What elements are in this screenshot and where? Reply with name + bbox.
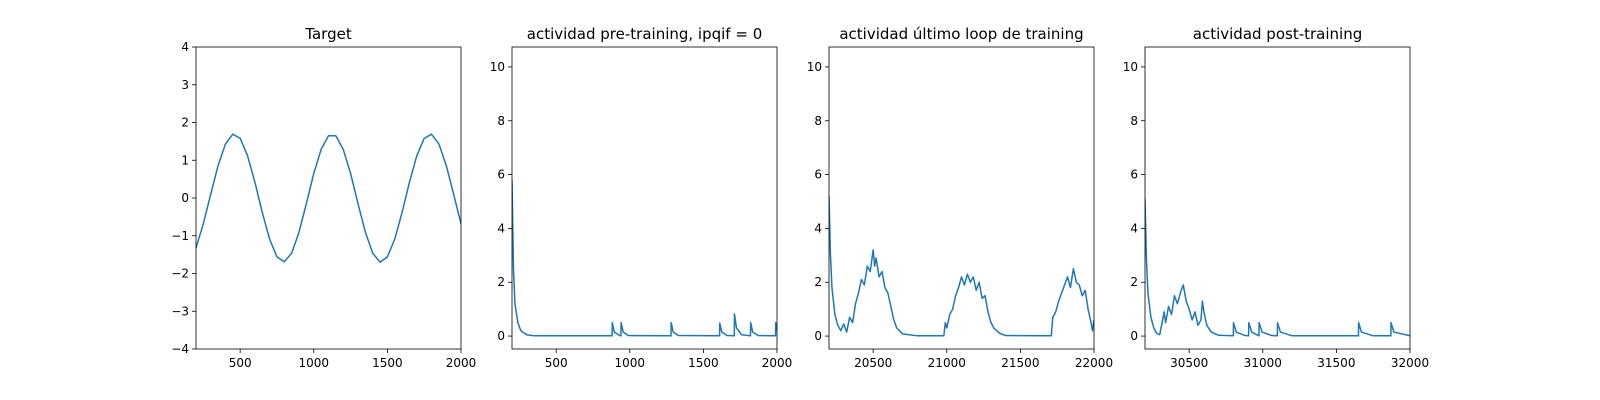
x-tick-label: 1500 <box>688 356 719 370</box>
y-tick-label: −3 <box>171 304 189 318</box>
y-tick-label: −4 <box>171 342 189 356</box>
y-tick-label: 6 <box>814 168 822 182</box>
y-tick-label: 2 <box>497 275 505 289</box>
subplot-title: Target <box>304 25 352 43</box>
plot-area <box>1145 198 1410 337</box>
subplot: actividad pre-training, ipqif = 0 500 1000… <box>490 25 793 370</box>
data-line <box>512 179 777 337</box>
y-tick-label: 3 <box>181 78 189 92</box>
x-tick-label: 31500 <box>1317 356 1355 370</box>
y-tick-label: 2 <box>814 275 822 289</box>
y-tick-label: 4 <box>497 221 505 235</box>
y-tick-label: 10 <box>1123 60 1138 74</box>
x-tick-label: 21500 <box>1001 356 1039 370</box>
y-tick-label: 8 <box>814 114 822 128</box>
axes-frame <box>511 46 778 350</box>
axes-frame <box>828 46 1095 350</box>
y-tick-label: 8 <box>1130 114 1138 128</box>
subplot-title: actividad último loop de training <box>839 25 1083 43</box>
x-tick-label: 30500 <box>1170 356 1208 370</box>
x-tick-label: 21000 <box>928 356 966 370</box>
subplot-title: actividad pre-training, ipqif = 0 <box>527 25 763 43</box>
x-tick-label: 1000 <box>615 356 646 370</box>
plot-area <box>512 179 777 337</box>
y-tick-label: 0 <box>497 329 505 343</box>
y-tick-label: 4 <box>814 221 822 235</box>
x-tick-label: 22000 <box>1075 356 1113 370</box>
axes-frame <box>195 46 462 350</box>
subplot: actividad post-training 30500 31000 31500 32… <box>1123 25 1429 370</box>
x-tick-label: 500 <box>229 356 252 370</box>
x-tick-label: 20500 <box>854 356 892 370</box>
plot-area <box>829 196 1094 337</box>
y-tick-label: −1 <box>171 229 189 243</box>
plot-area <box>196 133 461 263</box>
x-tick-label: 32000 <box>1391 356 1429 370</box>
x-tick-label: 1000 <box>299 356 330 370</box>
data-line <box>196 133 461 263</box>
x-tick-label: 2000 <box>762 356 793 370</box>
y-tick-label: 10 <box>490 60 505 74</box>
axes-frame <box>1144 46 1411 350</box>
y-tick-label: 1 <box>181 153 189 167</box>
subplot: Target 500 1000 1500 2000 −4 −3 −2 −1 0 1 2 3 4 <box>171 25 476 370</box>
y-tick-label: 6 <box>497 168 505 182</box>
y-tick-label: 10 <box>807 60 822 74</box>
x-tick-label: 31000 <box>1244 356 1282 370</box>
data-line <box>1145 198 1410 337</box>
y-tick-label: 4 <box>1130 221 1138 235</box>
x-tick-label: 500 <box>545 356 568 370</box>
y-tick-label: 0 <box>814 329 822 343</box>
y-tick-label: 0 <box>181 191 189 205</box>
x-tick-label: 1500 <box>372 356 403 370</box>
subplot-title: actividad post-training <box>1193 25 1362 43</box>
x-tick-label: 2000 <box>446 356 477 370</box>
y-tick-label: 8 <box>497 114 505 128</box>
y-tick-label: 2 <box>1130 275 1138 289</box>
y-tick-label: −2 <box>171 267 189 281</box>
y-tick-label: 6 <box>1130 168 1138 182</box>
y-tick-label: 2 <box>181 116 189 130</box>
y-tick-label: 0 <box>1130 329 1138 343</box>
data-line <box>829 196 1094 337</box>
y-tick-label: 4 <box>181 40 189 54</box>
